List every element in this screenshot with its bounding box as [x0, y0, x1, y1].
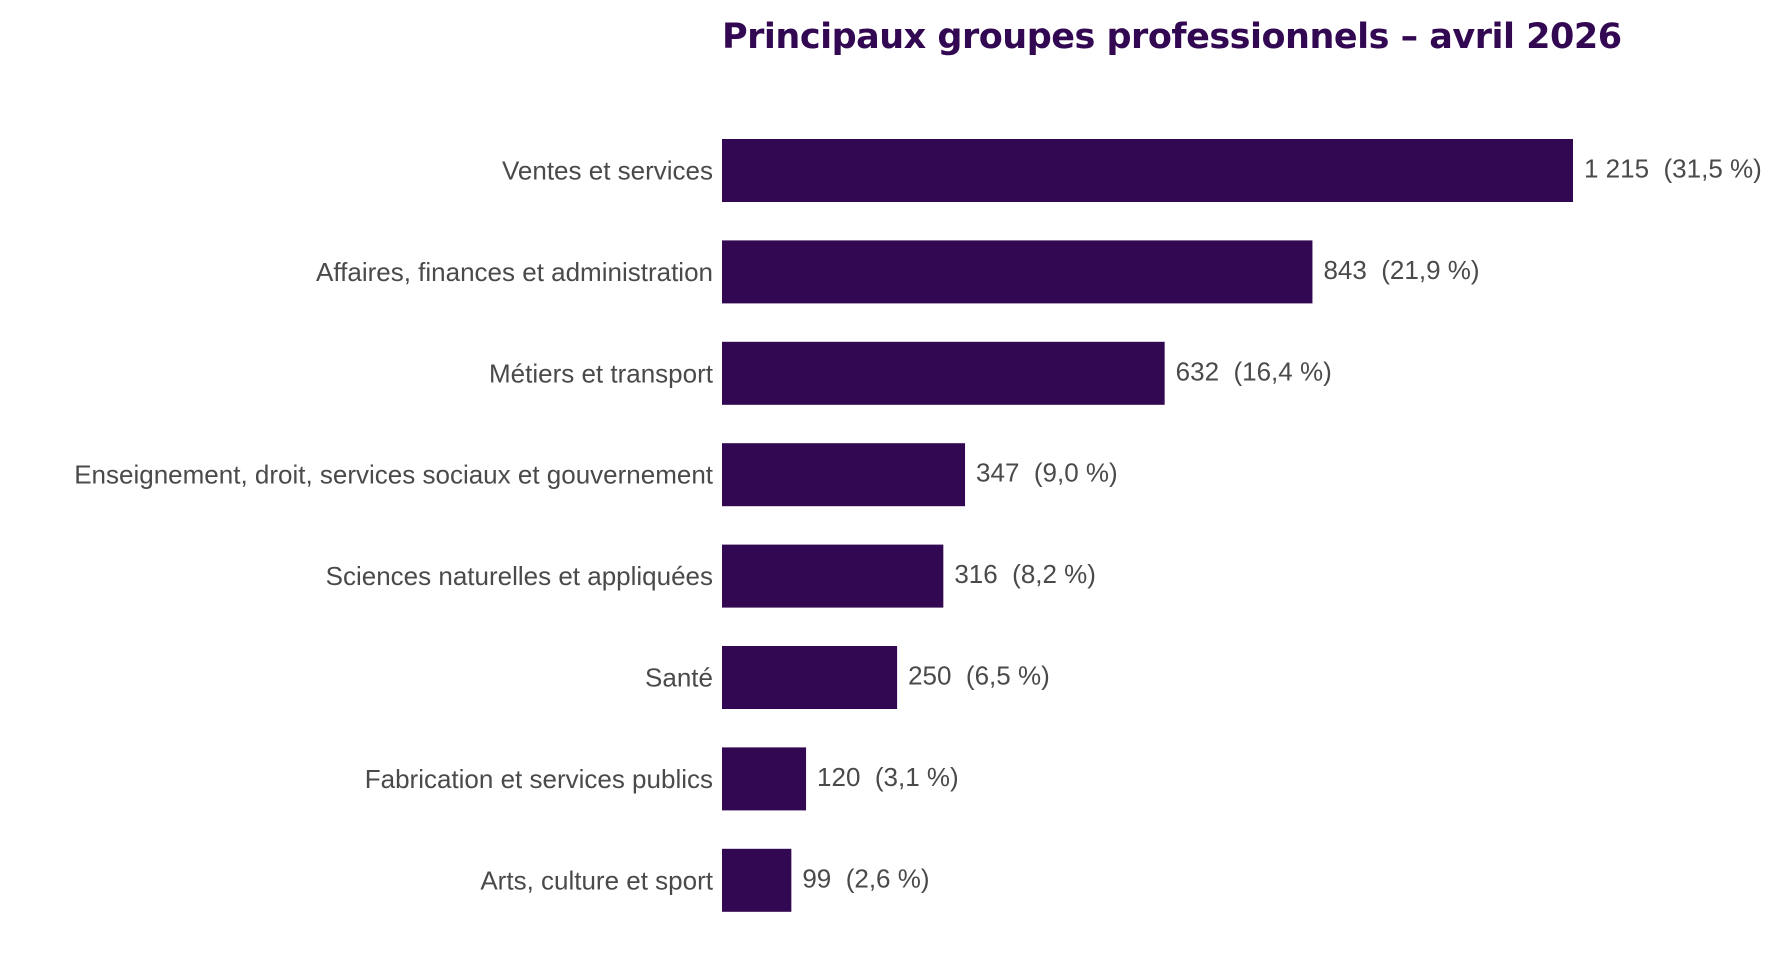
- category-label: Affaires, finances et administration: [316, 257, 713, 287]
- category-label: Métiers et transport: [489, 358, 714, 388]
- value-label: 632 (16,4 %): [1176, 356, 1332, 386]
- value-label: 250 (6,5 %): [908, 661, 1050, 691]
- value-label: 1 215 (31,5 %): [1584, 154, 1762, 184]
- value-label: 843 (21,9 %): [1323, 255, 1479, 285]
- bar-8: [722, 848, 792, 912]
- bar-2: [722, 240, 1313, 304]
- value-label: 120 (3,1 %): [817, 762, 959, 792]
- value-label: 316 (8,2 %): [954, 559, 1096, 589]
- bar-4: [722, 443, 966, 507]
- category-label: Sciences naturelles et appliquées: [326, 561, 713, 591]
- category-label: Ventes et services: [502, 156, 713, 186]
- category-label: Enseignement, droit, services sociaux et…: [74, 460, 714, 490]
- category-label: Santé: [645, 663, 713, 693]
- bar-5: [722, 544, 944, 608]
- category-labels-group: Ventes et services Affaires, finances et …: [74, 156, 714, 896]
- value-labels-group: 1 215 (31,5 %) 843 (21,9 %) 632 (16,4 %) 34…: [802, 154, 1761, 894]
- bar-7: [722, 747, 807, 811]
- value-label: 347 (9,0 %): [976, 458, 1118, 488]
- value-label: 99 (2,6 %): [802, 863, 929, 893]
- bar-1: [722, 139, 1573, 202]
- bar-6: [722, 646, 898, 709]
- bars-group: [722, 139, 1573, 912]
- bar-3: [722, 341, 1165, 405]
- category-label: Arts, culture et sport: [480, 865, 713, 895]
- chart-title: Principaux groupes professionnels – avri…: [722, 17, 1622, 57]
- category-label: Fabrication et services publics: [365, 764, 713, 794]
